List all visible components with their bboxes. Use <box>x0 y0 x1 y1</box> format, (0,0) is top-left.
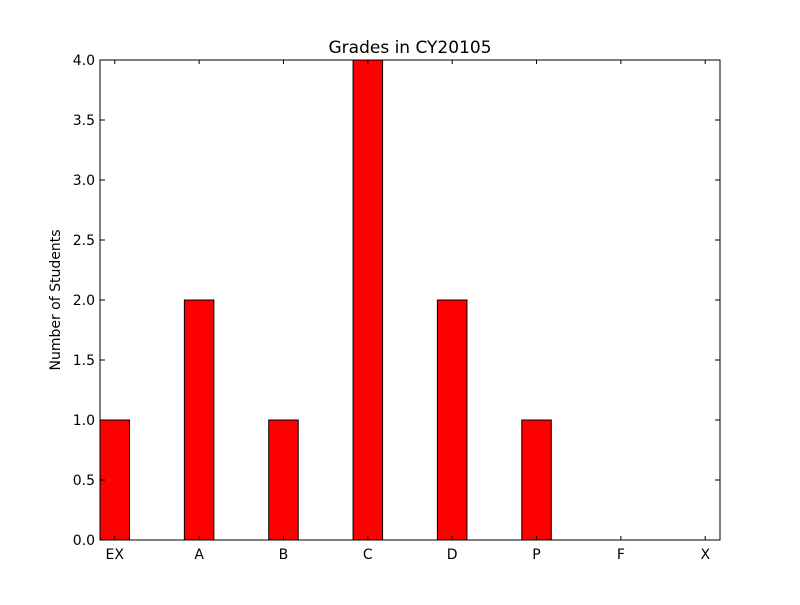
x-tick-label: B <box>279 547 289 563</box>
y-tick-label: 0.0 <box>73 533 95 549</box>
y-axis-label: Number of Students <box>48 229 64 370</box>
plot-frame <box>99 59 721 541</box>
bar-p <box>521 419 552 541</box>
bar-b <box>268 419 299 541</box>
bar-a <box>183 299 215 541</box>
y-tick-label: 2.5 <box>73 233 95 249</box>
y-tick-label: 1.5 <box>73 353 95 369</box>
bar-d <box>436 299 468 541</box>
x-tick-label: C <box>363 547 373 563</box>
x-ticks-group: EX A B C D P F X <box>106 60 710 563</box>
y-tick-label: 3.0 <box>73 173 95 189</box>
x-tick-label: F <box>617 547 625 563</box>
bar-c <box>352 59 384 541</box>
chart-title: Grades in CY20105 <box>328 38 491 58</box>
x-tick-label: D <box>447 547 458 563</box>
y-tick-label: 0.5 <box>73 473 95 489</box>
y-tick-label: 3.5 <box>73 113 95 129</box>
x-tick-label: X <box>700 547 710 563</box>
y-ticks-group: 0.0 0.5 1.0 1.5 2.0 2.5 3.0 3.5 4.0 <box>73 53 720 549</box>
y-tick-label: 4.0 <box>73 53 95 69</box>
x-tick-label: EX <box>106 547 125 563</box>
x-tick-label: P <box>532 547 540 563</box>
y-tick-label: 1.0 <box>73 413 95 429</box>
x-tick-label: A <box>194 547 204 563</box>
y-tick-label: 2.0 <box>73 293 95 309</box>
bars-group <box>99 59 552 541</box>
